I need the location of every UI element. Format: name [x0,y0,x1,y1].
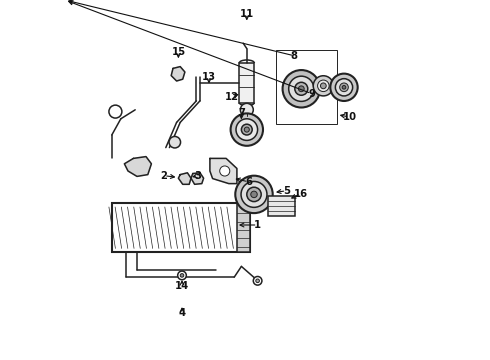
Circle shape [289,76,314,102]
Text: 2: 2 [161,171,168,181]
Polygon shape [171,67,185,81]
Text: 15: 15 [172,47,185,57]
Polygon shape [178,173,191,184]
Circle shape [256,279,259,283]
Circle shape [240,103,253,116]
Text: 13: 13 [202,72,216,82]
Circle shape [330,73,358,101]
Circle shape [242,124,252,135]
Text: 6: 6 [245,177,252,187]
Circle shape [220,166,230,176]
Text: 1: 1 [254,220,261,230]
Circle shape [340,83,348,91]
Bar [239,63,254,103]
Text: 12: 12 [225,92,239,102]
Text: 7: 7 [238,108,245,118]
Circle shape [253,276,262,285]
Polygon shape [191,173,204,184]
Circle shape [169,136,180,148]
Circle shape [180,274,184,277]
Circle shape [313,76,333,96]
Circle shape [295,82,308,95]
Text: 8: 8 [291,51,298,61]
Text: 16: 16 [294,189,308,199]
Circle shape [231,113,263,146]
Polygon shape [210,158,237,184]
Text: 5: 5 [283,186,290,196]
Circle shape [283,70,320,108]
Text: 3: 3 [195,171,202,181]
Circle shape [335,78,353,96]
Circle shape [320,83,326,89]
Bar [269,196,295,216]
Bar [112,203,250,252]
Circle shape [251,191,257,198]
Bar [275,50,337,124]
Circle shape [178,271,186,280]
Bar [237,203,250,252]
Circle shape [318,80,329,91]
Polygon shape [124,157,151,176]
Circle shape [109,105,122,118]
Circle shape [342,85,346,89]
Text: 9: 9 [308,89,315,99]
Text: 10: 10 [343,112,356,122]
Text: 4: 4 [178,308,186,318]
Circle shape [235,176,273,213]
Text: 14: 14 [175,281,189,291]
Circle shape [298,86,304,92]
Circle shape [245,127,249,132]
Text: 11: 11 [240,9,254,19]
Circle shape [247,187,261,202]
Circle shape [241,181,267,207]
Circle shape [236,119,258,140]
